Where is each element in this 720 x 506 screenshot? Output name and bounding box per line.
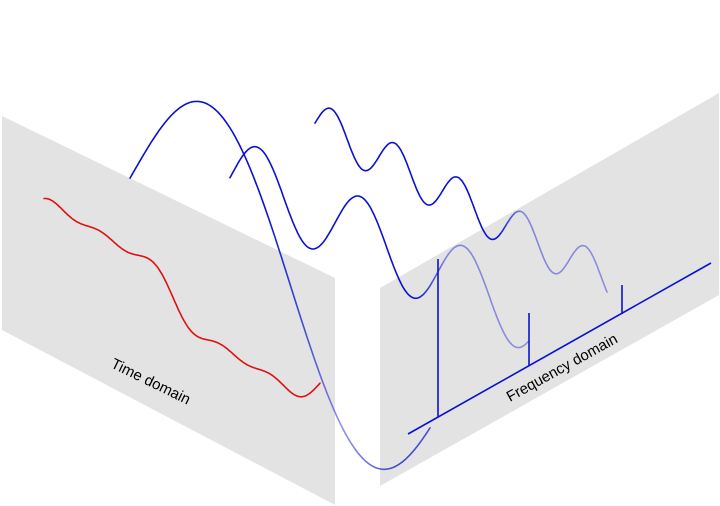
time-domain-signal-line <box>43 197 321 398</box>
third-harmonic-wave <box>229 145 529 349</box>
time-domain-plane <box>2 116 335 505</box>
frequency-domain-plane <box>380 93 719 486</box>
fifth-harmonic-wave <box>314 107 608 293</box>
fundamental-sine-wave <box>129 100 431 471</box>
frequency-axis <box>407 262 712 435</box>
